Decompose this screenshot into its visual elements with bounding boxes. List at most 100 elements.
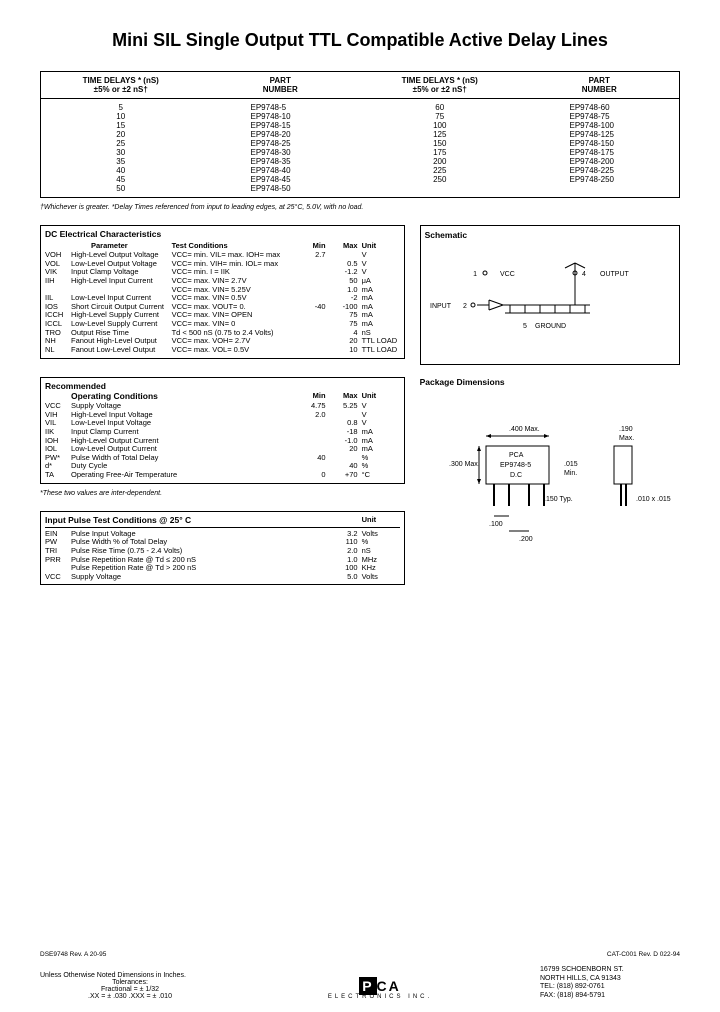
partnum-cell: EP9748-60 xyxy=(570,103,680,112)
dc-title: DC Electrical Characteristics xyxy=(45,229,400,239)
delay-cell: 50 xyxy=(41,184,201,193)
pulse-title: Input Pulse Test Conditions @ 25° C xyxy=(45,515,358,525)
partnum-cell xyxy=(570,184,680,193)
delay-cell: 175 xyxy=(360,148,520,157)
hdr-delay1: TIME DELAYS * (nS) xyxy=(41,76,201,85)
delay-cell: 10 xyxy=(41,112,201,121)
pkg-title: Package Dimensions xyxy=(420,377,680,387)
delay-cell: 35 xyxy=(41,157,201,166)
delay-cell: 20 xyxy=(41,130,201,139)
pkg-typ: .150 Typ. xyxy=(544,496,573,503)
partnum-cell: EP9748-5 xyxy=(251,103,361,112)
package-diagram: .400 Max. PCA EP9748-5 D.C .300 Max. .01… xyxy=(420,397,680,587)
delay-cell: 75 xyxy=(360,112,520,121)
rec-h-unit: Unit xyxy=(358,391,400,401)
dc-h-param: Parameter xyxy=(71,241,172,250)
pulse-h-unit: Unit xyxy=(358,515,400,525)
delay-cell: 200 xyxy=(360,157,520,166)
tol4: .XX = ± .030 .XXX = ± .010 xyxy=(40,993,220,1000)
delay-cell: 40 xyxy=(41,166,201,175)
ground-label: GROUND xyxy=(535,323,566,330)
dc-h-max: Max xyxy=(326,241,358,250)
delay-cell: 150 xyxy=(360,139,520,148)
dc-h-cond: Test Conditions xyxy=(172,241,302,250)
pkg-sp2: .200 xyxy=(519,536,533,543)
partnum-cell: EP9748-100 xyxy=(570,121,680,130)
partnum-cell: EP9748-40 xyxy=(251,166,361,175)
hdr-delay2b: ±5% or ±2 nS† xyxy=(360,85,520,94)
partnum-cell: EP9748-35 xyxy=(251,157,361,166)
delay-cell: 15 xyxy=(41,121,201,130)
delay-cell: 60 xyxy=(360,103,520,112)
partnum-cell: EP9748-225 xyxy=(570,166,680,175)
hdr-delay2: TIME DELAYS * (nS) xyxy=(360,76,520,85)
pkg-tmax: Max. xyxy=(619,435,634,442)
parts-footnote: †Whichever is greater. *Delay Times refe… xyxy=(40,204,680,211)
hdr-part2: PART xyxy=(520,76,680,85)
delay-cell xyxy=(360,184,520,193)
logo: PCA xyxy=(359,977,401,995)
partnum-cell: EP9748-25 xyxy=(251,139,361,148)
pin5-label: 5 xyxy=(523,323,527,330)
addr3: TEL: (818) 892-0761 xyxy=(540,983,680,991)
dc-characteristics-box: DC Electrical Characteristics Parameter … xyxy=(40,225,405,359)
pkg-label2: EP9748-5 xyxy=(500,462,531,469)
input-label: INPUT xyxy=(430,303,452,310)
pkg-t: .190 xyxy=(619,426,633,433)
addr1: 16799 SCHOENBORN ST. xyxy=(540,966,680,974)
page-title: Mini SIL Single Output TTL Compatible Ac… xyxy=(40,30,680,51)
partnum-cell: EP9748-150 xyxy=(570,139,680,148)
partnum-cell: EP9748-20 xyxy=(251,130,361,139)
vcc-label: VCC xyxy=(500,271,515,278)
logo-sub: ELECTRONICS INC. xyxy=(328,994,432,1000)
delay-cell: 225 xyxy=(360,166,520,175)
partnum-cell: EP9748-175 xyxy=(570,148,680,157)
hdr-part2b: NUMBER xyxy=(520,85,680,94)
partnum-cell: EP9748-200 xyxy=(570,157,680,166)
delay-cell: 125 xyxy=(360,130,520,139)
partnum-cell: EP9748-10 xyxy=(251,112,361,121)
rec-h-max: Max xyxy=(326,391,358,401)
pin4-label: 4 xyxy=(582,271,586,278)
pkg-label3: D.C xyxy=(510,472,522,479)
pin2-label: 2 xyxy=(463,303,467,310)
delay-cell: 250 xyxy=(360,175,520,184)
tol1: Unless Otherwise Noted Dimensions in Inc… xyxy=(40,972,220,979)
delay-cell: 100 xyxy=(360,121,520,130)
footer-leftcode: DSE9748 Rev. A 20-95 xyxy=(40,951,106,958)
partnum-cell: EP9748-125 xyxy=(570,130,680,139)
rec-note: *These two values are inter-dependent. xyxy=(40,490,405,497)
pin1-label: 1 xyxy=(473,271,477,278)
pkg-pin: .015 xyxy=(564,461,578,468)
rec-title2: Operating Conditions xyxy=(71,391,302,401)
partnum-cell: EP9748-75 xyxy=(570,112,680,121)
pkg-lead: .010 x .015 xyxy=(636,496,671,503)
partnum-cell: EP9748-250 xyxy=(570,175,680,184)
pkg-w: .400 Max. xyxy=(509,426,540,433)
tol3: Fractional = ± 1/32 xyxy=(40,986,220,993)
dc-row: NLFanout Low-Level OutputVCC= max. VOL= … xyxy=(45,346,400,355)
delay-cell: 30 xyxy=(41,148,201,157)
hdr-part1: PART xyxy=(201,76,361,85)
rec-title1: Recommended xyxy=(45,381,400,391)
delay-cell: 25 xyxy=(41,139,201,148)
dc-h-min: Min xyxy=(302,241,326,250)
pkg-label1: PCA xyxy=(509,452,524,459)
partnum-cell: EP9748-30 xyxy=(251,148,361,157)
pulse-row: VCCSupply Voltage5.0Volts xyxy=(45,573,400,582)
partnum-cell: EP9748-45 xyxy=(251,175,361,184)
addr2: NORTH HILLS, CA 91343 xyxy=(540,975,680,983)
page-footer: DSE9748 Rev. A 20-95 CAT-C001 Rev. D 022… xyxy=(40,951,680,1000)
parts-table: TIME DELAYS * (nS) ±5% or ±2 nS† PART NU… xyxy=(40,71,680,198)
partnum-cell: EP9748-50 xyxy=(251,184,361,193)
pkg-h: .300 Max. xyxy=(449,461,480,468)
pkg-pinmin: Min. xyxy=(564,470,577,477)
schematic-box: Schematic 1 VCC 4 OUTPUT INPUT 2 xyxy=(420,225,680,365)
output-label: OUTPUT xyxy=(600,271,630,278)
dc-h-unit: Unit xyxy=(358,241,400,250)
partnum-cell: EP9748-15 xyxy=(251,121,361,130)
addr4: FAX: (818) 894-5791 xyxy=(540,992,680,1000)
hdr-part1b: NUMBER xyxy=(201,85,361,94)
pkg-sp1: .100 xyxy=(489,521,503,528)
pulse-box: Input Pulse Test Conditions @ 25° C Unit… xyxy=(40,511,405,586)
